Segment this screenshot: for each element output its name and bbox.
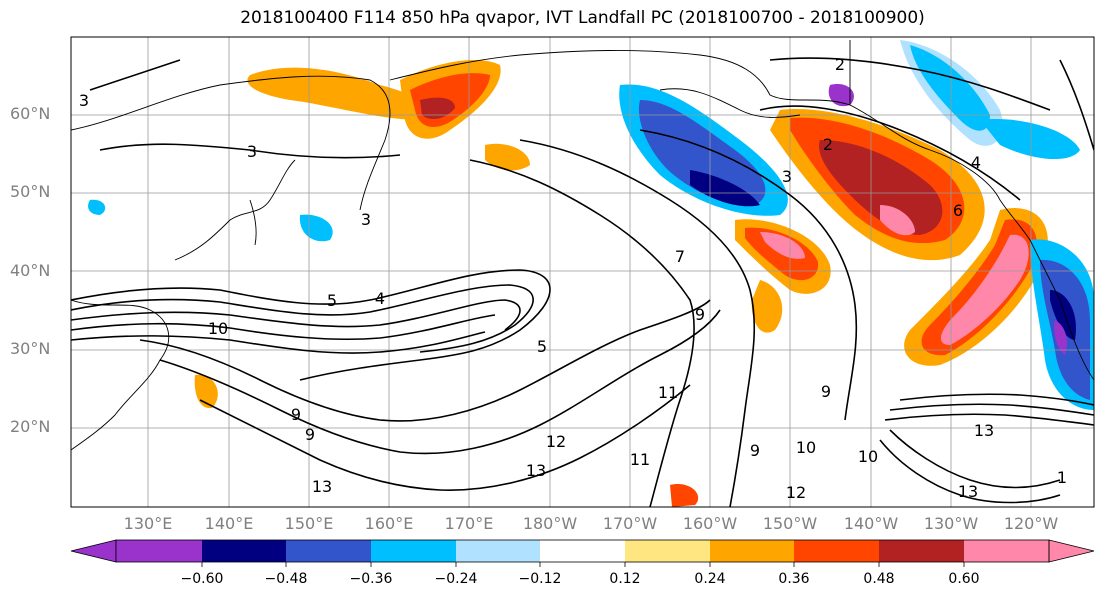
- colorbar-tick-label: 0.48: [863, 571, 895, 587]
- colorbar-segment: [625, 540, 710, 562]
- contour-label: 2: [823, 135, 833, 154]
- colorbar-tick-label: −0.48: [264, 571, 308, 587]
- contour-label: 10: [208, 319, 228, 338]
- latitude-label: 20°N: [10, 417, 51, 436]
- longitude-label: 170°E: [444, 514, 494, 533]
- contour-label: 1: [1057, 468, 1067, 487]
- colorbar-segment: [286, 540, 371, 562]
- contour-label: 9: [821, 382, 831, 401]
- contour-label: 6: [953, 201, 963, 220]
- anomaly-fill-layer: [88, 40, 1094, 507]
- contour-label: 3: [361, 210, 371, 229]
- colorbar-segment: [371, 540, 456, 562]
- latitude-label: 60°N: [10, 104, 51, 123]
- contour-label: 11: [658, 383, 678, 402]
- map-frame: [70, 36, 1095, 508]
- contour-label: 13: [974, 421, 994, 440]
- contour-label-layer: 3 3 3 2 2 3 4 6 4 5 5 7 9 10 9 9 11 12 1…: [79, 55, 1067, 502]
- colorbar-extend-right: [1048, 539, 1095, 563]
- colorbar-segment: [116, 540, 202, 562]
- longitude-label: 180°W: [522, 514, 578, 533]
- latitude-label: 50°N: [10, 182, 51, 201]
- longitude-label: 160°W: [682, 514, 738, 533]
- longitude-label: 140°W: [843, 514, 899, 533]
- colorbar-tick-label: 0.12: [609, 571, 641, 587]
- colorbar-tick-label: −0.24: [434, 571, 478, 587]
- contour-label: 10: [796, 438, 816, 457]
- contour-label: 9: [750, 441, 760, 460]
- longitude-label: 130°W: [923, 514, 979, 533]
- colorbar-tick-label: 0.60: [948, 571, 980, 587]
- contour-label: 9: [305, 425, 315, 444]
- longitude-label: 120°W: [1003, 514, 1059, 533]
- contour-label: 2: [835, 55, 845, 74]
- longitude-label: 150°W: [762, 514, 818, 533]
- longitude-label: 160°E: [364, 514, 414, 533]
- colorbar-tick-label: −0.60: [180, 571, 224, 587]
- colorbar-extend-left: [70, 539, 117, 563]
- map-title: 2018100400 F114 850 hPa qvapor, IVT Land…: [240, 8, 925, 28]
- colorbar-segment: [879, 540, 964, 562]
- contour-label: 3: [247, 142, 257, 161]
- colorbar-segment: [456, 540, 540, 562]
- colorbar-tick-label: 0.24: [694, 571, 726, 587]
- longitude-label: 150°E: [284, 514, 334, 533]
- colorbar-segment: [202, 540, 286, 562]
- latitude-label: 40°N: [10, 261, 51, 280]
- longitude-label: 130°E: [123, 514, 173, 533]
- colorbar-tick-label: −0.12: [518, 571, 562, 587]
- contour-label: 3: [782, 167, 792, 186]
- contour-label: 3: [79, 91, 89, 110]
- contour-label: 7: [675, 247, 685, 266]
- contour-label: 5: [537, 337, 547, 356]
- contour-label: 13: [526, 461, 546, 480]
- contour-label: 4: [375, 289, 385, 308]
- longitude-label: 170°W: [602, 514, 658, 533]
- latitude-label: 30°N: [10, 339, 51, 358]
- contour-label: 12: [786, 483, 806, 502]
- colorbar-tick-label: 0.36: [778, 571, 810, 587]
- contour-label: 13: [312, 477, 332, 496]
- contour-label: 11: [630, 450, 650, 469]
- contour-label: 12: [546, 432, 566, 451]
- colorbar-segment: [794, 540, 879, 562]
- contour-label: 10: [858, 447, 878, 466]
- coastlines: [71, 40, 1094, 451]
- colorbar-segment: [710, 540, 794, 562]
- longitude-label: 140°E: [204, 514, 254, 533]
- colorbar-segment: [964, 540, 1049, 562]
- colorbar-tick-label: −0.36: [349, 571, 393, 587]
- contour-lines: [71, 57, 1094, 507]
- contour-label: 5: [327, 291, 337, 310]
- colorbar-segment: [540, 540, 625, 562]
- contour-label: 9: [291, 405, 301, 424]
- colorbar: [70, 539, 1095, 567]
- contour-label: 13: [958, 482, 978, 501]
- contour-label: 4: [971, 153, 981, 172]
- contour-label: 9: [695, 305, 705, 324]
- graticule: [71, 37, 1094, 507]
